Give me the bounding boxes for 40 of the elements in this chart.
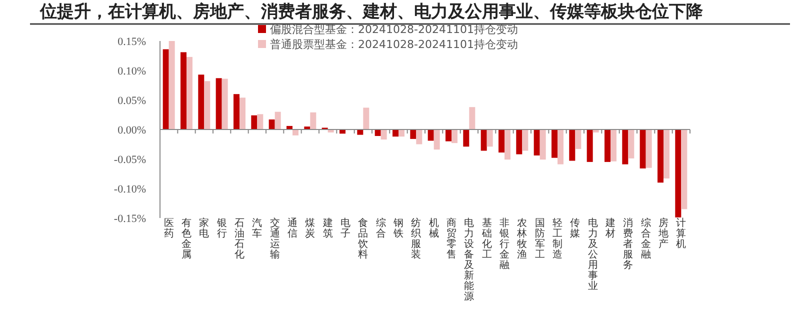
x-tick-label: 农林牧渔 — [516, 218, 528, 260]
x-tick-label: 纺织服装 — [411, 217, 422, 260]
x-tick-label: 传媒 — [570, 218, 580, 240]
y-tick-label: -0.10% — [114, 184, 146, 196]
x-tick-label: 建筑 — [322, 217, 333, 240]
x-tick-label: 消费者服务 — [623, 217, 634, 271]
x-tick-label: 机械 — [428, 217, 439, 240]
y-tick-label: 0.00% — [118, 124, 146, 136]
y-tick-label: -0.05% — [114, 154, 146, 166]
x-tick-label: 交通运输 — [270, 217, 280, 260]
x-tick-label: 电力设备及新能源 — [464, 217, 474, 302]
x-tick-label: 计算机 — [676, 217, 686, 250]
x-tick-label: 石油石化 — [234, 218, 244, 260]
x-tick-label: 煤炭 — [305, 217, 316, 240]
x-tick-label: 食品饮料 — [357, 217, 368, 260]
x-tick-label: 通信 — [288, 217, 298, 240]
x-tick-label: 基础化工 — [480, 217, 492, 260]
y-tick-label: 0.05% — [118, 95, 146, 107]
x-tick-label: 钢铁 — [392, 218, 404, 240]
y-tick-label: 0.15% — [118, 36, 146, 48]
y-tick-label: 0.10% — [118, 66, 146, 78]
legend-label: 偏股混合型基金：20241028-20241101持仓变动 — [270, 23, 518, 36]
chart-title: 位提升，在计算机、房地产、消费者服务、建材、电力及公用事业、传媒等板块仓位下降 — [39, 2, 704, 22]
x-tick-label: 非银行金融 — [498, 217, 510, 271]
x-tick-label: 电子 — [340, 217, 350, 240]
y-tick-label: -0.15% — [114, 213, 146, 225]
x-tick-label: 国防军工 — [534, 218, 545, 260]
x-tick-label: 医药 — [164, 218, 174, 240]
x-tick-label: 银行 — [216, 218, 227, 240]
x-tick-label: 电力及公用事业 — [588, 217, 598, 292]
x-tick-label: 商贸零售 — [446, 217, 456, 260]
legend-label: 普通股票型基金：20241028-20241101持仓变动 — [270, 38, 518, 51]
x-tick-label: 家电 — [199, 217, 210, 240]
x-tick-label: 轻工制造 — [552, 217, 562, 260]
x-tick-label: 综合 — [376, 217, 386, 240]
x-tick-label: 房地产 — [658, 217, 668, 250]
x-tick-label: 综合金融 — [640, 217, 651, 260]
x-tick-label: 汽车 — [252, 217, 262, 240]
x-tick-label: 建材 — [604, 217, 616, 240]
x-tick-label: 有色金属 — [182, 217, 192, 260]
